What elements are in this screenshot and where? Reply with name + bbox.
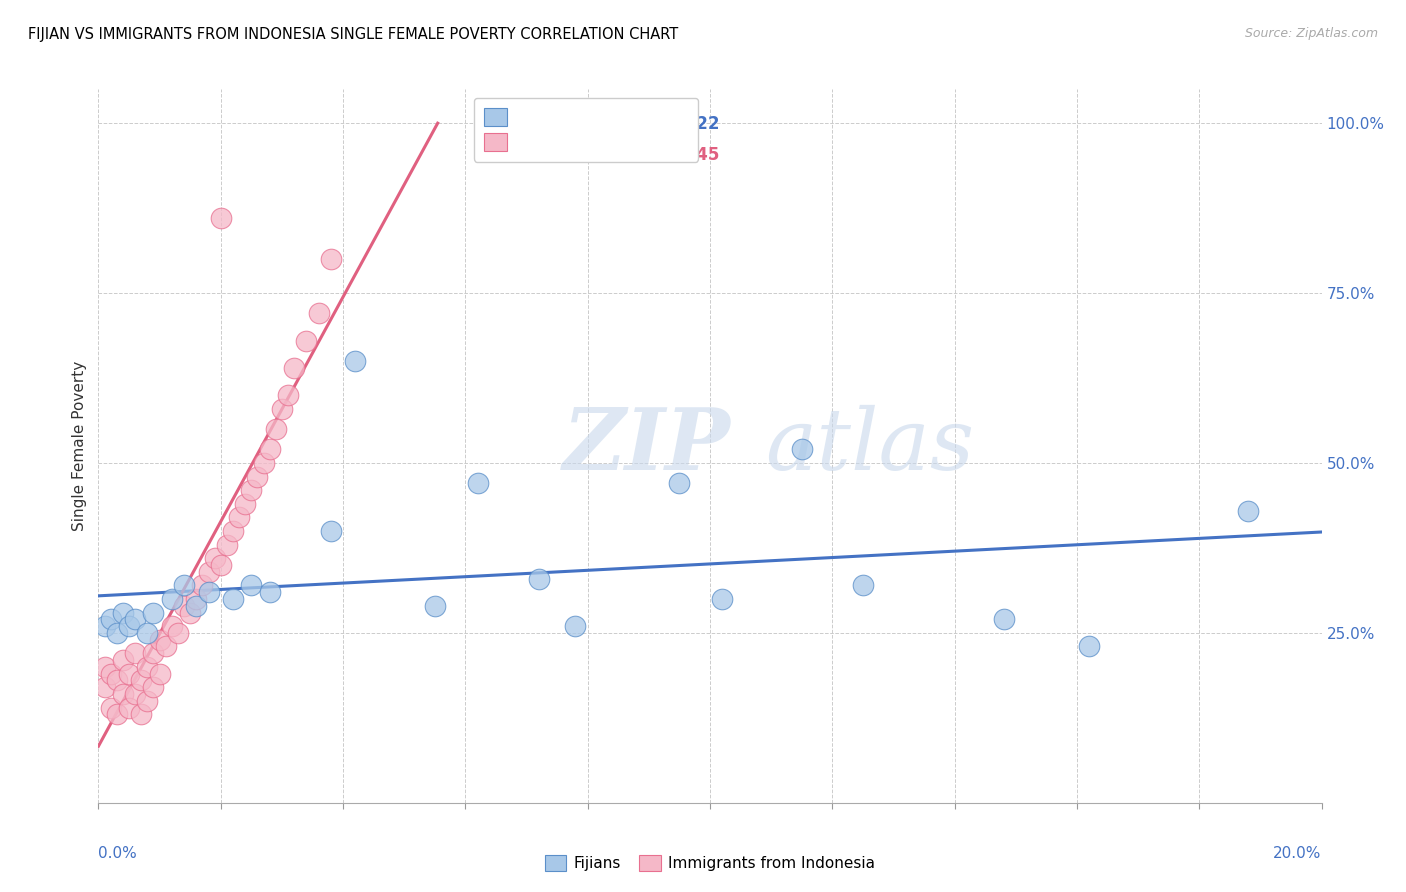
- Point: [228, 510, 250, 524]
- Point: [319, 252, 342, 266]
- Text: N = 22: N = 22: [657, 115, 720, 134]
- Point: [197, 565, 219, 579]
- Point: [155, 640, 177, 654]
- Point: [277, 388, 299, 402]
- Point: [527, 572, 550, 586]
- Point: [467, 476, 489, 491]
- Point: [93, 619, 115, 633]
- Point: [129, 707, 152, 722]
- Point: [105, 626, 128, 640]
- Point: [259, 442, 281, 457]
- Point: [173, 578, 195, 592]
- Point: [142, 680, 165, 694]
- Text: FIJIAN VS IMMIGRANTS FROM INDONESIA SINGLE FEMALE POVERTY CORRELATION CHART: FIJIAN VS IMMIGRANTS FROM INDONESIA SING…: [28, 27, 678, 42]
- Point: [252, 456, 274, 470]
- Point: [222, 524, 245, 538]
- Point: [240, 578, 263, 592]
- Point: [149, 632, 172, 647]
- Legend: Fijians, Immigrants from Indonesia: Fijians, Immigrants from Indonesia: [538, 849, 882, 877]
- Point: [197, 585, 219, 599]
- Point: [344, 354, 367, 368]
- Point: [215, 537, 238, 551]
- Point: [564, 619, 586, 633]
- Point: [993, 612, 1015, 626]
- Point: [186, 599, 208, 613]
- Point: [149, 666, 172, 681]
- Point: [100, 612, 122, 626]
- Point: [423, 599, 446, 613]
- Point: [136, 694, 159, 708]
- Point: [124, 612, 146, 626]
- Text: 20.0%: 20.0%: [1274, 846, 1322, 861]
- Point: [124, 687, 146, 701]
- Point: [136, 660, 159, 674]
- Point: [790, 442, 813, 457]
- Point: [233, 497, 256, 511]
- Point: [142, 646, 165, 660]
- Point: [308, 306, 330, 320]
- Text: 0.0%: 0.0%: [98, 846, 138, 861]
- Point: [222, 591, 245, 606]
- Point: [100, 700, 122, 714]
- Point: [105, 673, 128, 688]
- Point: [259, 585, 281, 599]
- Point: [852, 578, 875, 592]
- Point: [283, 360, 305, 375]
- Point: [111, 653, 134, 667]
- Point: [1078, 640, 1101, 654]
- Point: [191, 578, 214, 592]
- Text: atlas: atlas: [765, 405, 974, 487]
- Point: [173, 599, 195, 613]
- Text: R = 0.823: R = 0.823: [553, 146, 637, 164]
- Point: [100, 666, 122, 681]
- Point: [93, 660, 115, 674]
- Point: [160, 591, 183, 606]
- Point: [1237, 503, 1260, 517]
- Point: [111, 687, 134, 701]
- Point: [179, 606, 201, 620]
- Text: ZIP: ZIP: [564, 404, 731, 488]
- Point: [186, 591, 208, 606]
- Point: [142, 606, 165, 620]
- Point: [319, 524, 342, 538]
- Y-axis label: Single Female Poverty: Single Female Poverty: [72, 361, 87, 531]
- Point: [246, 469, 269, 483]
- Point: [136, 626, 159, 640]
- Point: [105, 707, 128, 722]
- Point: [711, 591, 734, 606]
- Point: [160, 619, 183, 633]
- Point: [209, 558, 232, 572]
- Point: [118, 619, 141, 633]
- Point: [209, 211, 232, 226]
- Point: [93, 680, 115, 694]
- Point: [129, 673, 152, 688]
- Point: [124, 646, 146, 660]
- Point: [118, 666, 141, 681]
- Text: Source: ZipAtlas.com: Source: ZipAtlas.com: [1244, 27, 1378, 40]
- Point: [111, 606, 134, 620]
- Point: [118, 700, 141, 714]
- Point: [668, 476, 690, 491]
- Point: [295, 334, 318, 348]
- Point: [270, 401, 292, 416]
- Point: [167, 626, 190, 640]
- Text: R = 0.239: R = 0.239: [553, 115, 637, 134]
- Point: [204, 551, 226, 566]
- Point: [240, 483, 263, 498]
- Point: [264, 422, 287, 436]
- Text: N = 45: N = 45: [657, 146, 720, 164]
